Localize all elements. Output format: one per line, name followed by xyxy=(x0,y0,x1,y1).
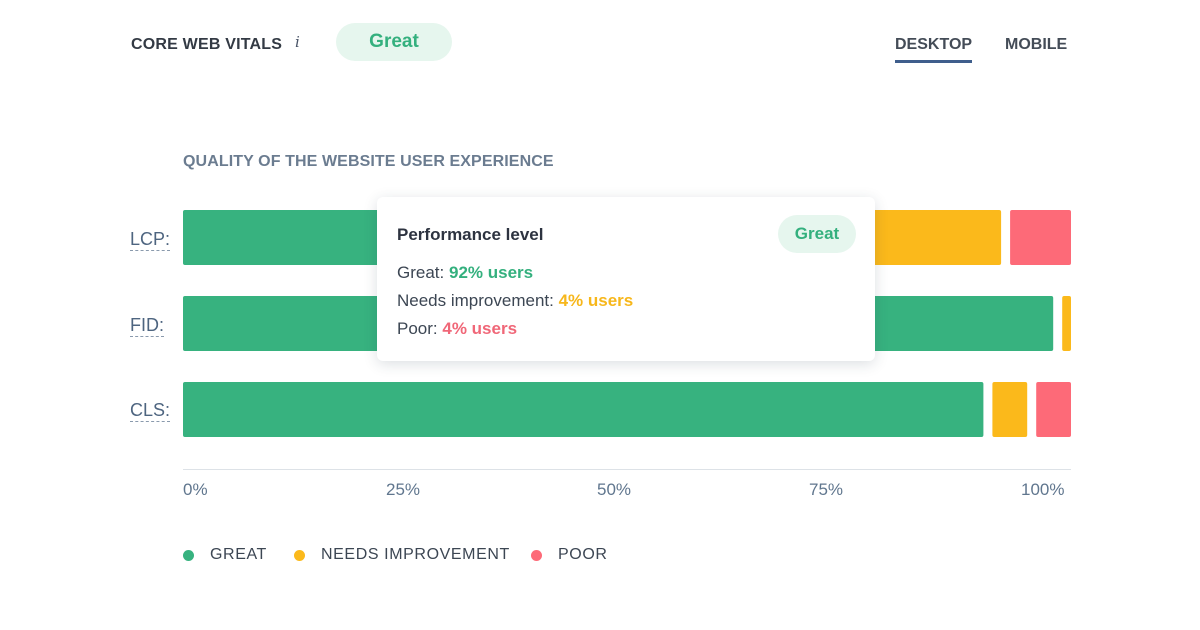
tooltip-status-badge: Great xyxy=(778,215,856,253)
row-label-lcp[interactable]: LCP: xyxy=(130,229,171,251)
tooltip-great-label: Great: xyxy=(397,263,445,282)
tooltip-great-line: Great: 92% users xyxy=(397,263,533,283)
row-label-cls[interactable]: CLS: xyxy=(130,400,171,422)
x-tick-label: 0% xyxy=(183,480,208,499)
x-axis-line xyxy=(183,469,1071,470)
status-badge: Great xyxy=(336,23,452,61)
x-tick-label: 75% xyxy=(809,480,844,499)
tooltip-poor-label: Poor: xyxy=(397,319,438,338)
legend-item-great[interactable]: GREAT xyxy=(183,546,267,564)
x-tick-label: 100% xyxy=(1021,480,1065,499)
legend-dot-poor xyxy=(531,549,542,561)
legend-label-great: GREAT xyxy=(210,546,267,563)
tooltip-poor-value: 4% users xyxy=(442,319,518,338)
bar-cls-poor[interactable] xyxy=(1036,382,1071,437)
tooltip-ni-label: Needs improvement: xyxy=(397,291,554,310)
tab-desktop[interactable]: DESKTOP xyxy=(895,36,973,63)
legend-dot-needs-improvement xyxy=(294,549,305,561)
legend-label-poor: POOR xyxy=(558,546,608,563)
legend-dot-great xyxy=(183,549,194,561)
tooltip-ni-value: 4% users xyxy=(558,291,634,310)
x-tick-label: 25% xyxy=(386,480,421,499)
bar-lcp-needs-improvement[interactable] xyxy=(870,210,1002,265)
tooltip-ni-line: Needs improvement: 4% users xyxy=(397,291,633,311)
info-icon[interactable]: i xyxy=(295,33,300,51)
tooltip-poor-line: Poor: 4% users xyxy=(397,319,517,339)
bar-cls-great[interactable] xyxy=(183,382,984,437)
chart-title: QUALITY OF THE WEBSITE USER EXPERIENCE xyxy=(183,153,554,170)
widget-title: CORE WEB VITALS xyxy=(131,36,283,53)
bar-lcp-poor[interactable] xyxy=(1010,210,1071,265)
row-label-fid[interactable]: FID: xyxy=(130,315,164,337)
legend-label-needs-improvement: NEEDS IMPROVEMENT xyxy=(321,546,510,563)
legend-item-needs-improvement[interactable]: NEEDS IMPROVEMENT xyxy=(294,546,510,564)
tooltip-title: Performance level xyxy=(397,225,544,244)
tooltip-great-value: 92% users xyxy=(448,263,534,282)
bar-cls-needs-improvement[interactable] xyxy=(992,382,1028,437)
tab-mobile[interactable]: MOBILE xyxy=(1005,36,1068,53)
bar-fid-needs-improvement[interactable] xyxy=(1062,296,1071,351)
x-tick-label: 50% xyxy=(597,480,632,499)
performance-tooltip: Performance level Great Great: 92% users… xyxy=(377,197,875,361)
legend-item-poor[interactable]: POOR xyxy=(531,546,608,564)
